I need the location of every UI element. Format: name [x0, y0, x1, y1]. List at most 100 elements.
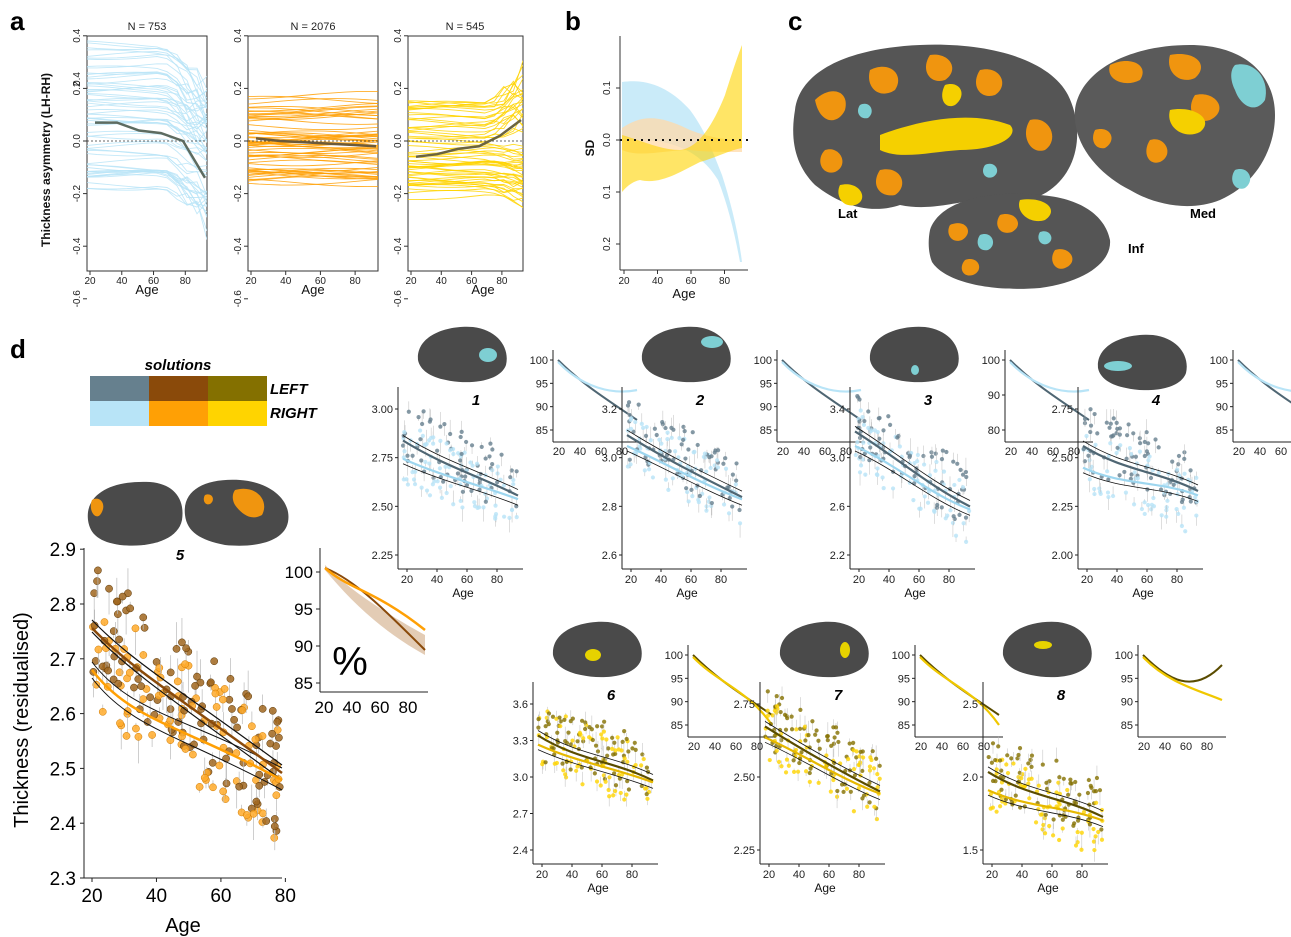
legend-right-label: RIGHT	[270, 405, 319, 422]
xtick-label: 80	[626, 869, 638, 881]
data-point	[1044, 786, 1050, 791]
xtick-label: 60	[685, 574, 697, 586]
xtick-label: 60	[730, 741, 742, 753]
data-point	[1042, 831, 1048, 836]
data-point	[641, 425, 646, 430]
legend-swatch-blue-right	[90, 401, 149, 426]
individual-trajectory	[248, 170, 378, 176]
solution-8-number: 8	[1057, 687, 1066, 704]
data-point	[1091, 839, 1097, 844]
data-point	[881, 428, 886, 433]
data-point	[439, 495, 444, 501]
data-point	[1086, 777, 1091, 783]
data-point	[1182, 471, 1187, 476]
panel-a-ticks: 0.4 0.4 0.40.2 0.2 0.20.0 0.0 0.0-0.2 -0.2 -0.2-…	[72, 28, 508, 307]
data-point	[1084, 433, 1089, 439]
data-point	[737, 507, 742, 513]
pct-right-curve	[781, 361, 862, 393]
ytick-label: 2.25	[372, 550, 393, 562]
data-point	[126, 604, 135, 613]
solution-1-scatter	[400, 401, 519, 533]
solution-2-xlabel: Age	[676, 586, 698, 600]
data-point	[259, 760, 267, 769]
data-point	[1104, 420, 1109, 425]
data-point	[632, 740, 637, 745]
solution-3-scatter	[853, 394, 972, 544]
data-point	[847, 741, 852, 746]
data-point	[593, 743, 599, 748]
individual-trajectory	[87, 82, 207, 112]
individual-trajectory	[408, 179, 523, 196]
pct-right-curve	[557, 361, 638, 393]
individual-trajectory	[87, 171, 207, 212]
data-point	[861, 422, 867, 427]
data-point	[1106, 477, 1111, 482]
data-point	[1081, 809, 1087, 815]
data-point	[765, 689, 770, 694]
individual-trajectory	[408, 176, 523, 185]
brain-label-med: Med	[1190, 206, 1216, 221]
data-point	[1188, 468, 1193, 473]
data-point	[1028, 757, 1033, 762]
xtick-label: 80	[350, 276, 362, 287]
data-point	[1159, 513, 1164, 518]
data-point	[810, 719, 815, 724]
ytick-label: 95	[671, 673, 683, 685]
panel-b: SD 0.1 0.0 0.1 0.2 20 40 60 80 Age	[583, 36, 748, 301]
data-point	[1147, 454, 1152, 459]
data-point	[455, 471, 461, 476]
data-point	[102, 644, 110, 652]
solution-1-number: 1	[472, 392, 480, 409]
data-point	[1115, 426, 1120, 432]
individual-trajectory	[408, 190, 523, 208]
data-point	[268, 729, 276, 738]
data-point	[841, 789, 846, 795]
xtick-label: 60	[466, 276, 478, 287]
data-point	[607, 794, 612, 799]
data-point	[667, 449, 672, 454]
xtick-label: 20	[853, 574, 865, 586]
data-point	[1142, 500, 1147, 505]
data-point	[468, 460, 473, 465]
ytick-label: 2.00	[1052, 550, 1073, 562]
solution-3-number: 3	[924, 392, 933, 409]
ytick-label: 100	[665, 650, 683, 662]
data-point	[957, 477, 962, 483]
data-point	[861, 440, 866, 445]
xtick-label: 20	[1005, 446, 1017, 458]
data-point	[273, 726, 282, 734]
data-point	[1077, 792, 1082, 797]
data-point	[963, 515, 969, 520]
ytick-label: 2.9	[50, 540, 76, 561]
data-point	[195, 783, 204, 791]
data-point	[824, 753, 829, 758]
ytick-label: 90	[760, 402, 772, 414]
subplot-1-individual-lines	[87, 40, 207, 240]
ytick-label: 2.4	[50, 814, 77, 835]
data-point	[448, 431, 453, 437]
data-point	[235, 782, 244, 791]
data-point	[1170, 459, 1175, 464]
data-point	[563, 714, 568, 719]
data-point	[603, 779, 608, 784]
data-point	[1099, 827, 1104, 832]
data-point	[1193, 495, 1198, 500]
xtick-label: 40	[655, 574, 667, 586]
data-point	[1038, 812, 1044, 817]
xtick-label: 40	[1026, 446, 1038, 458]
individual-trajectory	[408, 184, 523, 194]
individual-trajectory	[87, 186, 207, 232]
data-point	[836, 739, 841, 745]
individual-trajectory	[87, 153, 207, 173]
data-point	[998, 804, 1003, 809]
data-point	[411, 477, 417, 482]
data-point	[255, 781, 264, 790]
individual-trajectory	[87, 170, 207, 216]
data-point	[960, 472, 966, 477]
individual-trajectory	[248, 173, 378, 178]
solution-8-xlabel: Age	[1037, 881, 1059, 895]
subplot-1-title: N = 753	[128, 21, 167, 33]
data-point	[857, 754, 862, 759]
data-point	[607, 775, 612, 780]
